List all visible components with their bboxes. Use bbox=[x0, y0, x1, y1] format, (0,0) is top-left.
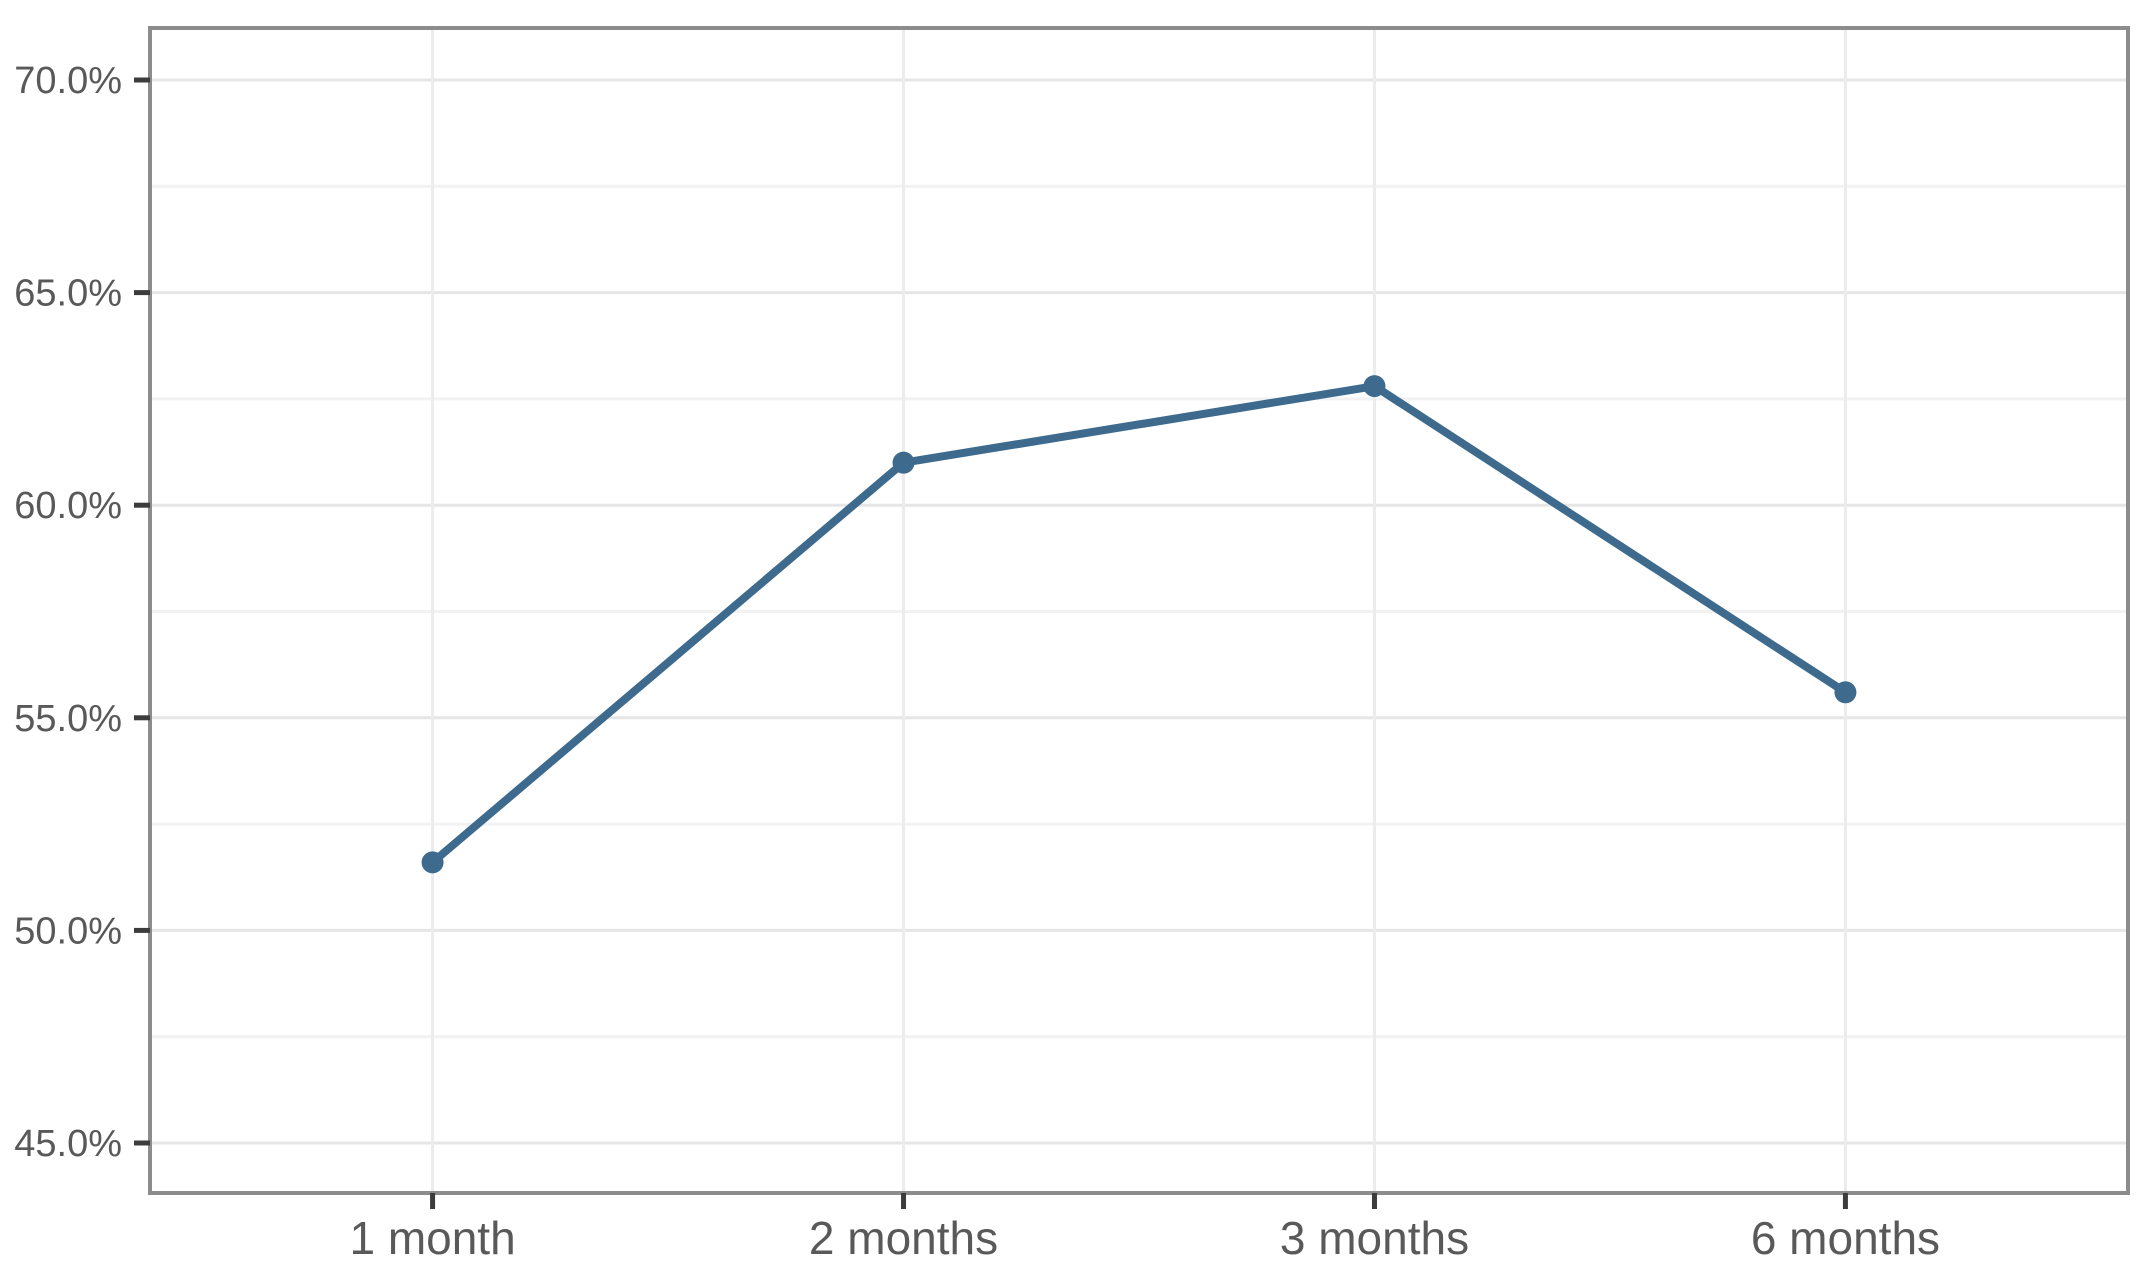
x-axis-tick-label: 3 months bbox=[1280, 1212, 1469, 1264]
panel-border bbox=[148, 26, 2130, 1195]
y-axis-tick-label: 60.0% bbox=[14, 485, 122, 527]
y-axis-tick-label: 65.0% bbox=[14, 273, 122, 315]
y-axis-tick-label: 55.0% bbox=[14, 698, 122, 740]
y-axis-tick-label: 70.0% bbox=[14, 60, 122, 102]
data-point bbox=[1834, 681, 1857, 704]
x-axis-tick-label: 6 months bbox=[1751, 1212, 1940, 1264]
data-point bbox=[1363, 375, 1386, 398]
x-axis-tick-label: 2 months bbox=[809, 1212, 998, 1264]
y-axis-tick-label: 45.0% bbox=[14, 1123, 122, 1165]
x-axis-tick-label: 1 month bbox=[349, 1212, 515, 1264]
data-point bbox=[421, 851, 444, 874]
data-point bbox=[892, 451, 915, 474]
y-axis-tick-label: 50.0% bbox=[14, 910, 122, 952]
data-line bbox=[428, 382, 1850, 867]
